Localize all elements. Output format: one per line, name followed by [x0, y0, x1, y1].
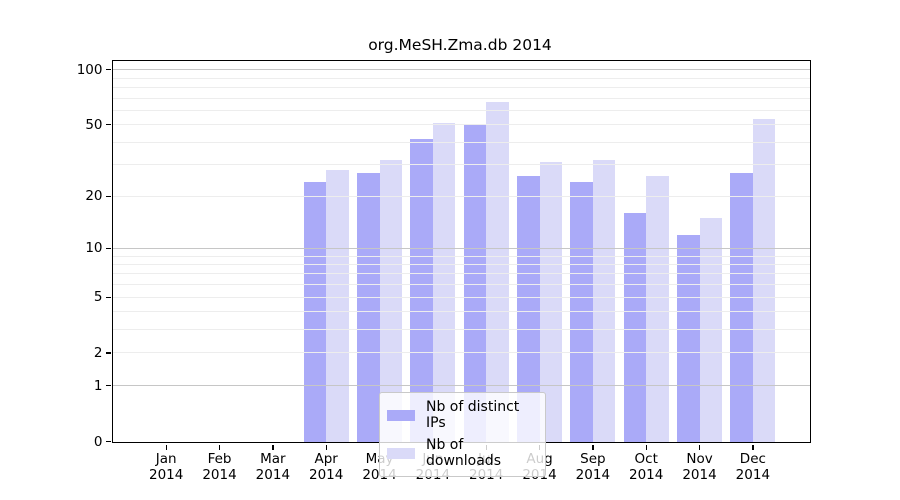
bar-distinct-ips-oct: [623, 213, 647, 442]
x-tick-dec: [752, 444, 754, 450]
y-tick-label-100: 100: [76, 61, 103, 78]
legend-swatch-downloads: [387, 447, 415, 459]
bar-distinct-ips-may: [357, 173, 380, 442]
minor-gridline-40: [112, 141, 810, 143]
x-tick-feb: [218, 444, 221, 450]
bar-downloads-dec: [752, 118, 776, 442]
legend-label-distinct-ips: Nb of distinct IPs: [426, 399, 520, 431]
bar-distinct-ips-nov: [677, 234, 700, 442]
y-tick-label-50: 50: [85, 116, 103, 133]
minor-gridline-30: [112, 164, 810, 166]
minor-gridline-50: [112, 124, 810, 126]
y-tick-100: [105, 69, 111, 71]
minor-gridline-5: [112, 296, 810, 298]
y-tick-label-5: 5: [93, 289, 103, 306]
chart-title: org.MeSH.Zma.db 2014: [368, 36, 552, 54]
x-tick-label-mar: Mar 2014: [255, 450, 291, 484]
x-tick-oct: [645, 444, 647, 450]
bar-downloads-may: [379, 159, 403, 442]
bar-downloads-apr: [326, 170, 349, 442]
x-tick-label-jan: Jan 2014: [149, 450, 184, 484]
legend: Nb of distinct IPs Nb of downloads: [379, 392, 546, 477]
y-tick-label-0: 0: [93, 433, 103, 450]
bar-distinct-ips-jul: [463, 124, 487, 442]
x-tick-sep: [592, 444, 594, 450]
legend-item-distinct-ips: Nb of distinct IPs: [387, 399, 537, 431]
y-tick-label-20: 20: [85, 188, 103, 205]
y-tick-label-1: 1: [93, 377, 103, 394]
minor-gridline-8: [112, 263, 810, 265]
minor-gridline-70: [112, 97, 810, 99]
minor-gridline-90: [112, 77, 810, 79]
legend-swatch-distinct-ips: [387, 409, 415, 421]
x-tick-label-apr: Apr 2014: [309, 450, 344, 484]
minor-gridline-20: [112, 195, 810, 197]
minor-gridline-9: [112, 255, 810, 257]
x-tick-apr: [325, 444, 327, 450]
bar-downloads-jun: [432, 123, 456, 442]
minor-gridline-7: [112, 273, 810, 275]
minor-gridline-80: [112, 86, 810, 88]
major-gridline-10: [112, 247, 810, 249]
legend-item-downloads: Nb of downloads: [387, 437, 537, 469]
minor-gridline-4: [112, 311, 810, 313]
minor-gridline-6: [112, 284, 810, 286]
bar-downloads-oct: [646, 175, 669, 442]
y-tick-label-2: 2: [93, 344, 103, 361]
y-tick-2: [105, 352, 111, 354]
minor-gridline-60: [112, 109, 810, 111]
bar-downloads-aug: [539, 162, 563, 442]
y-tick-0: [105, 440, 111, 443]
bar-downloads-jul: [486, 101, 509, 442]
y-tick-20: [105, 195, 111, 197]
x-tick-mar: [272, 444, 274, 450]
bar-downloads-sep: [592, 159, 616, 442]
legend-label-downloads: Nb of downloads: [426, 437, 501, 469]
y-tick-1: [105, 385, 111, 387]
x-tick-label-feb: Feb 2014: [202, 450, 237, 484]
x-tick-label-nov: Nov 2014: [682, 450, 717, 484]
bar-distinct-ips-dec: [730, 173, 753, 442]
x-tick-label-sep: Sep 2014: [575, 450, 611, 484]
y-tick-10: [105, 247, 111, 250]
minor-gridline-3: [112, 329, 810, 331]
bar-distinct-ips-jun: [410, 138, 433, 442]
minor-gridline-2: [112, 352, 810, 354]
x-tick-nov: [698, 444, 701, 450]
y-tick-50: [105, 124, 111, 126]
x-tick-label-oct: Oct 2014: [629, 450, 664, 484]
y-tick-label-10: 10: [85, 240, 103, 257]
y-tick-5: [105, 296, 111, 298]
x-tick-label-dec: Dec 2014: [735, 450, 771, 484]
major-gridline-100: [112, 69, 810, 71]
major-gridline-1: [112, 385, 810, 387]
x-tick-jan: [165, 444, 167, 450]
bar-distinct-ips-aug: [517, 175, 540, 442]
plot-area: 0 1 2 5 10 20 50 100 Jan 2014 Feb 2014 Mar 2014 Apr…: [77, 59, 811, 483]
